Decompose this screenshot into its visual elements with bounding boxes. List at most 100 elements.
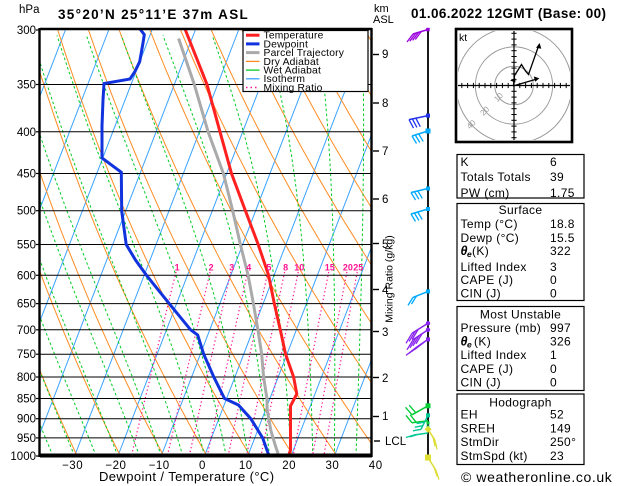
svg-text:2: 2 bbox=[209, 263, 214, 273]
svg-text:CIN (J): CIN (J) bbox=[461, 376, 501, 390]
svg-text:0: 0 bbox=[550, 376, 557, 390]
svg-text:θ: θ bbox=[461, 335, 468, 349]
svg-text:LCL: LCL bbox=[385, 436, 407, 448]
svg-text:Lifted Index: Lifted Index bbox=[461, 348, 527, 362]
svg-text:StmSpd (kt): StmSpd (kt) bbox=[461, 449, 528, 463]
svg-text:7: 7 bbox=[382, 146, 388, 158]
svg-text:3: 3 bbox=[229, 263, 234, 273]
svg-text:01.06.2022 12GMT (Base: 00): 01.06.2022 12GMT (Base: 00) bbox=[411, 6, 606, 21]
svg-text:350: 350 bbox=[17, 80, 36, 92]
svg-text:4: 4 bbox=[382, 285, 389, 297]
svg-text:900: 900 bbox=[17, 414, 36, 426]
svg-text:40: 40 bbox=[369, 460, 383, 472]
svg-text:10: 10 bbox=[294, 263, 304, 273]
svg-text:θ: θ bbox=[461, 244, 468, 258]
svg-text:0: 0 bbox=[550, 273, 557, 287]
svg-text:Hodograph: Hodograph bbox=[489, 396, 552, 410]
svg-text:K: K bbox=[461, 155, 469, 169]
svg-text:30: 30 bbox=[326, 460, 340, 472]
svg-text:−20: −20 bbox=[105, 460, 126, 472]
svg-text:Dewpoint: Dewpoint bbox=[264, 39, 309, 50]
svg-text:e: e bbox=[467, 249, 472, 259]
svg-text:6: 6 bbox=[550, 155, 557, 169]
svg-text:300: 300 bbox=[17, 25, 36, 37]
svg-text:2: 2 bbox=[382, 373, 388, 385]
svg-text:−10: −10 bbox=[149, 460, 170, 472]
svg-text:850: 850 bbox=[17, 394, 36, 406]
svg-text:Parcel Trajectory: Parcel Trajectory bbox=[264, 48, 345, 59]
svg-text:CAPE (J): CAPE (J) bbox=[461, 362, 514, 376]
svg-text:326: 326 bbox=[550, 335, 571, 349]
svg-text:CIN (J): CIN (J) bbox=[461, 286, 501, 300]
svg-text:1.75: 1.75 bbox=[550, 186, 575, 200]
svg-text:0: 0 bbox=[550, 362, 557, 376]
svg-text:Wet Adiabat: Wet Adiabat bbox=[264, 66, 322, 77]
svg-text:Temp (°C): Temp (°C) bbox=[461, 217, 518, 231]
svg-text:450: 450 bbox=[17, 169, 36, 181]
svg-text:400: 400 bbox=[17, 127, 36, 139]
svg-text:e: e bbox=[467, 340, 472, 350]
svg-text:hPa: hPa bbox=[19, 4, 40, 16]
svg-text:5: 5 bbox=[382, 239, 388, 251]
svg-text:600: 600 bbox=[17, 270, 36, 282]
svg-text:10: 10 bbox=[239, 460, 253, 472]
svg-text:1: 1 bbox=[550, 348, 557, 362]
svg-text:750: 750 bbox=[17, 349, 36, 361]
svg-text:3: 3 bbox=[550, 260, 557, 274]
svg-text:1: 1 bbox=[175, 263, 180, 273]
svg-text:25: 25 bbox=[353, 263, 363, 273]
svg-text:(K): (K) bbox=[474, 335, 491, 349]
svg-text:800: 800 bbox=[17, 372, 36, 384]
svg-text:kt: kt bbox=[459, 32, 467, 44]
svg-text:250°: 250° bbox=[550, 435, 576, 449]
svg-text:15.5: 15.5 bbox=[550, 231, 575, 245]
svg-text:1000: 1000 bbox=[10, 451, 36, 463]
svg-text:650: 650 bbox=[17, 299, 36, 311]
svg-text:Mixing Ratio: Mixing Ratio bbox=[264, 83, 323, 94]
svg-text:6: 6 bbox=[382, 194, 388, 206]
svg-text:18.8: 18.8 bbox=[550, 217, 575, 231]
svg-text:Totals Totals: Totals Totals bbox=[461, 170, 531, 184]
svg-text:1: 1 bbox=[382, 411, 388, 423]
svg-text:CAPE (J): CAPE (J) bbox=[461, 273, 514, 287]
svg-text:15: 15 bbox=[325, 263, 335, 273]
svg-text:Pressure (mb): Pressure (mb) bbox=[461, 321, 542, 335]
svg-text:39: 39 bbox=[550, 170, 564, 184]
svg-text:EH: EH bbox=[461, 408, 478, 422]
svg-text:−30: −30 bbox=[62, 460, 83, 472]
svg-text:9: 9 bbox=[382, 49, 388, 61]
svg-text:© weatheronline.co.uk: © weatheronline.co.uk bbox=[461, 469, 613, 485]
svg-text:20: 20 bbox=[282, 460, 296, 472]
svg-text:Isotherm: Isotherm bbox=[264, 74, 306, 85]
svg-text:Lifted Index: Lifted Index bbox=[461, 260, 527, 274]
svg-text:700: 700 bbox=[17, 325, 36, 337]
svg-text:Most Unstable: Most Unstable bbox=[480, 308, 561, 322]
svg-text:20: 20 bbox=[343, 263, 353, 273]
svg-text:ASL: ASL bbox=[373, 14, 394, 26]
svg-text:Surface: Surface bbox=[499, 203, 543, 217]
svg-text:Dewp (°C): Dewp (°C) bbox=[461, 231, 520, 245]
svg-text:PW (cm): PW (cm) bbox=[461, 186, 510, 200]
svg-text:8: 8 bbox=[283, 263, 288, 273]
svg-text:4: 4 bbox=[246, 263, 251, 273]
svg-text:550: 550 bbox=[17, 240, 36, 252]
svg-text:23: 23 bbox=[550, 449, 564, 463]
svg-text:52: 52 bbox=[550, 408, 564, 422]
svg-text:Mixing Ratio (g/kg): Mixing Ratio (g/kg) bbox=[384, 235, 396, 323]
svg-text:Dry Adiabat: Dry Adiabat bbox=[264, 57, 319, 68]
svg-text:0: 0 bbox=[550, 286, 557, 300]
svg-text:500: 500 bbox=[17, 206, 36, 218]
svg-text:950: 950 bbox=[17, 433, 36, 445]
svg-text:km: km bbox=[374, 3, 389, 15]
svg-text:322: 322 bbox=[550, 244, 571, 258]
svg-text:35°20’N 25°11’E 37m ASL: 35°20’N 25°11’E 37m ASL bbox=[58, 7, 249, 22]
svg-text:8: 8 bbox=[382, 98, 388, 110]
svg-text:5: 5 bbox=[266, 263, 271, 273]
svg-text:StmDir: StmDir bbox=[461, 435, 500, 449]
svg-text:Dewpoint / Temperature (°C): Dewpoint / Temperature (°C) bbox=[99, 469, 274, 484]
svg-text:997: 997 bbox=[550, 321, 571, 335]
svg-text:(K): (K) bbox=[472, 244, 489, 258]
svg-text:3: 3 bbox=[382, 327, 388, 339]
svg-text:SREH: SREH bbox=[461, 421, 496, 435]
svg-text:0: 0 bbox=[199, 460, 206, 472]
